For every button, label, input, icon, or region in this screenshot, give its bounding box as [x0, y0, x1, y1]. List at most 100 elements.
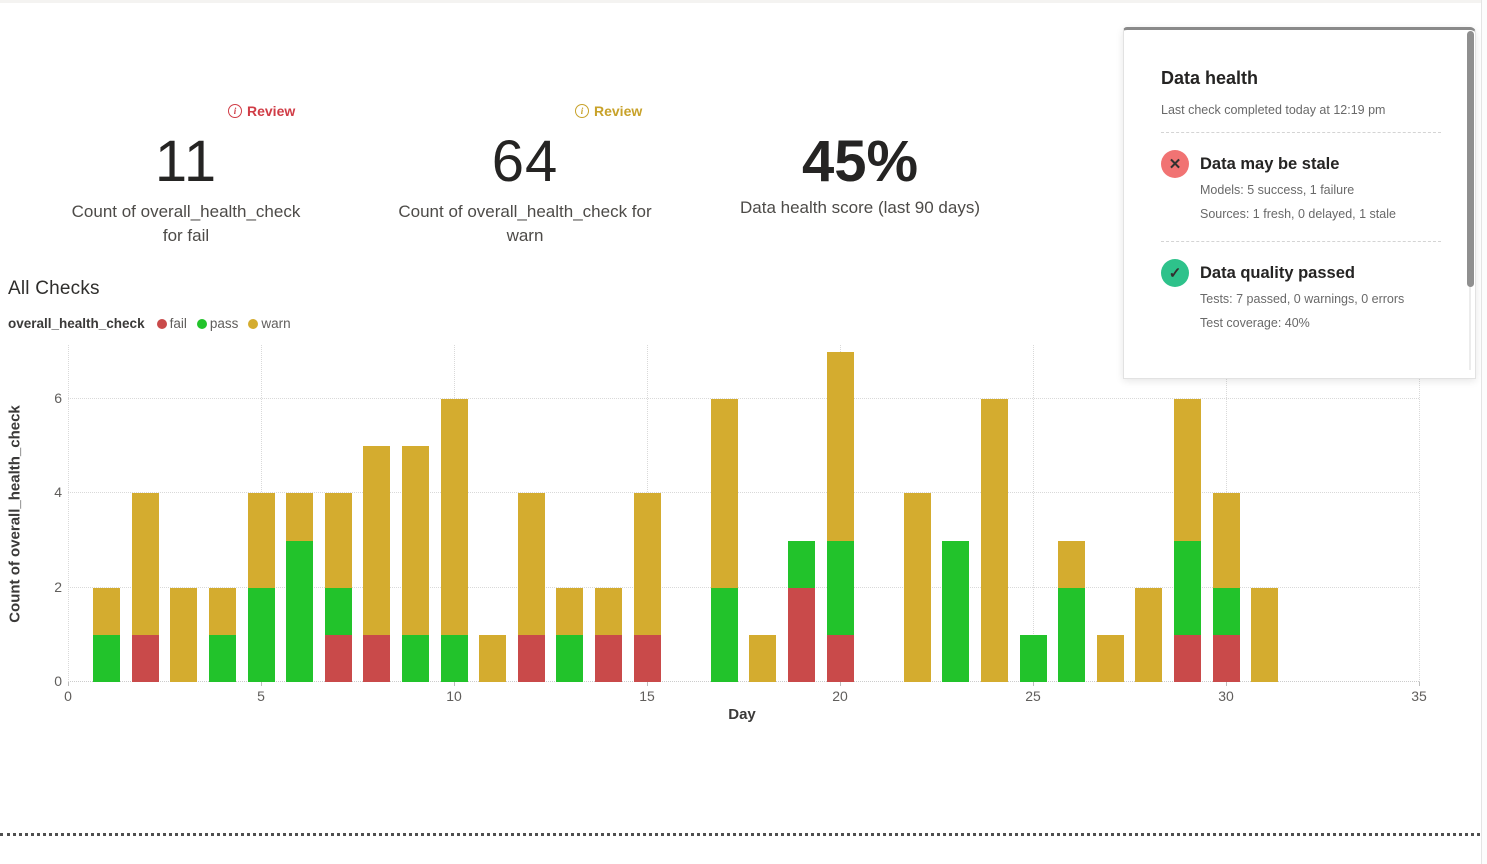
metric-caption: Count of overall_health_check for fail [71, 202, 301, 245]
bar-segment-pass-day-5[interactable] [247, 587, 275, 682]
bar-segment-warn-day-4[interactable] [208, 587, 236, 635]
h-gridline [68, 398, 1419, 400]
bar-segment-fail-day-29[interactable] [1173, 634, 1201, 682]
bar-segment-pass-day-4[interactable] [208, 634, 236, 682]
legend-item-fail[interactable]: fail [156, 316, 187, 331]
y-tick-label: 4 [54, 484, 62, 501]
metric-caption: Count of overall_health_check for warn [398, 202, 652, 245]
stacked-bar-chart-plot-area [68, 345, 1420, 682]
bar-segment-fail-day-12[interactable] [517, 634, 545, 682]
x-tick-label: 0 [64, 688, 72, 704]
last-check-timestamp: Last check completed today at 12:19 pm [1161, 103, 1386, 117]
info-icon: i [228, 104, 242, 118]
x-tick-mark [647, 682, 648, 686]
metric-fail-count: i Review 11 Count of overall_health_chec… [36, 100, 336, 248]
bar-segment-warn-day-7[interactable] [324, 493, 352, 588]
bar-segment-warn-day-12[interactable] [517, 493, 545, 635]
v-gridline [1033, 345, 1034, 682]
bar-segment-warn-day-15[interactable] [633, 493, 661, 635]
bar-segment-fail-day-7[interactable] [324, 634, 352, 682]
bar-segment-warn-day-10[interactable] [440, 399, 468, 635]
panel-scrollbar-thumb[interactable] [1467, 31, 1474, 287]
bar-segment-fail-day-30[interactable] [1212, 634, 1240, 682]
x-tick-label: 35 [1411, 688, 1427, 704]
bar-segment-warn-day-8[interactable] [363, 446, 391, 635]
bar-segment-pass-day-13[interactable] [556, 634, 584, 682]
bar-segment-pass-day-1[interactable] [93, 634, 121, 682]
metric-warn-count: i Review 64 Count of overall_health_chec… [375, 100, 675, 248]
bar-segment-warn-day-1[interactable] [93, 587, 121, 635]
bar-segment-warn-day-17[interactable] [710, 399, 738, 588]
y-tick-label: 6 [54, 390, 62, 407]
bar-segment-pass-day-29[interactable] [1173, 540, 1201, 635]
bar-segment-warn-day-6[interactable] [286, 493, 314, 541]
bar-segment-warn-day-27[interactable] [1096, 634, 1124, 682]
bar-segment-warn-day-29[interactable] [1173, 399, 1201, 541]
window-top-strip [0, 0, 1487, 3]
y-tick-label: 0 [54, 673, 62, 689]
bar-segment-fail-day-19[interactable] [787, 587, 815, 682]
bar-segment-warn-day-2[interactable] [131, 493, 159, 635]
tests-status-line: Tests: 7 passed, 0 warnings, 0 errors [1200, 292, 1405, 306]
x-axis-title: Day [728, 706, 756, 723]
bar-segment-warn-day-30[interactable] [1212, 493, 1240, 588]
bar-segment-pass-day-20[interactable] [826, 540, 854, 635]
page-scrollbar[interactable] [1481, 0, 1487, 864]
h-gridline [68, 492, 1419, 494]
chart-title: All Checks [8, 278, 100, 299]
x-tick-mark [454, 682, 455, 686]
bar-segment-fail-day-14[interactable] [594, 634, 622, 682]
metric-value: 11 [154, 129, 218, 194]
x-tick-mark [1419, 682, 1420, 686]
bar-segment-warn-day-22[interactable] [903, 493, 931, 682]
bar-segment-fail-day-15[interactable] [633, 634, 661, 682]
review-flag-label: Review [247, 103, 296, 119]
x-circle-icon: ✕ [1161, 150, 1189, 178]
bar-segment-pass-day-30[interactable] [1212, 587, 1240, 635]
bar-segment-warn-day-14[interactable] [594, 587, 622, 635]
legend-item-pass[interactable]: pass [196, 316, 238, 331]
bar-segment-pass-day-23[interactable] [942, 540, 970, 682]
x-tick-label: 25 [1025, 688, 1041, 704]
bar-segment-pass-day-9[interactable] [401, 634, 429, 682]
bar-segment-warn-day-28[interactable] [1135, 587, 1163, 682]
dashed-divider [1161, 241, 1441, 242]
panel-section-quality: ✓ Data quality passed Tests: 7 passed, 0… [1161, 259, 1441, 335]
bar-segment-fail-day-8[interactable] [363, 634, 391, 682]
x-tick-mark [68, 682, 69, 686]
y-tick-label: 2 [54, 578, 62, 595]
bar-segment-warn-day-3[interactable] [170, 587, 198, 682]
models-status-line: Models: 5 success, 1 failure [1200, 183, 1355, 197]
bar-segment-warn-day-31[interactable] [1251, 587, 1279, 682]
bar-segment-warn-day-24[interactable] [980, 399, 1008, 682]
bar-segment-pass-day-26[interactable] [1058, 587, 1086, 682]
x-tick-label: 10 [446, 688, 462, 704]
review-flag-warn[interactable]: i Review [575, 103, 642, 119]
coverage-status-line: Test coverage: 40% [1200, 316, 1310, 330]
bar-segment-warn-day-11[interactable] [479, 634, 507, 682]
bar-segment-pass-day-7[interactable] [324, 587, 352, 635]
bar-segment-pass-day-10[interactable] [440, 634, 468, 682]
x-tick-mark [840, 682, 841, 686]
bar-segment-pass-day-17[interactable] [710, 587, 738, 682]
metric-health-score: 45% Data health score (last 90 days) [700, 100, 1020, 220]
bar-segment-warn-day-9[interactable] [401, 446, 429, 635]
legend-series-name: overall_health_check [8, 316, 145, 331]
legend-item-warn[interactable]: warn [248, 316, 291, 331]
bar-segment-fail-day-2[interactable] [131, 634, 159, 682]
bar-segment-warn-day-26[interactable] [1058, 540, 1086, 588]
bar-segment-warn-day-18[interactable] [749, 634, 777, 682]
bar-segment-warn-day-5[interactable] [247, 493, 275, 588]
bar-segment-pass-day-25[interactable] [1019, 634, 1047, 682]
bar-segment-warn-day-13[interactable] [556, 587, 584, 635]
bar-segment-pass-day-19[interactable] [787, 540, 815, 588]
metric-caption: Data health score (last 90 days) [739, 198, 980, 217]
bar-segment-pass-day-6[interactable] [286, 540, 314, 682]
chart-legend: overall_health_check fail pass warn [8, 316, 301, 331]
x-tick-label: 5 [257, 688, 265, 704]
bar-segment-warn-day-20[interactable] [826, 352, 854, 541]
review-flag-fail[interactable]: i Review [228, 103, 295, 119]
bar-segment-fail-day-20[interactable] [826, 634, 854, 682]
page-bottom-dotted-divider [0, 833, 1487, 836]
review-flag-label: Review [594, 103, 643, 119]
